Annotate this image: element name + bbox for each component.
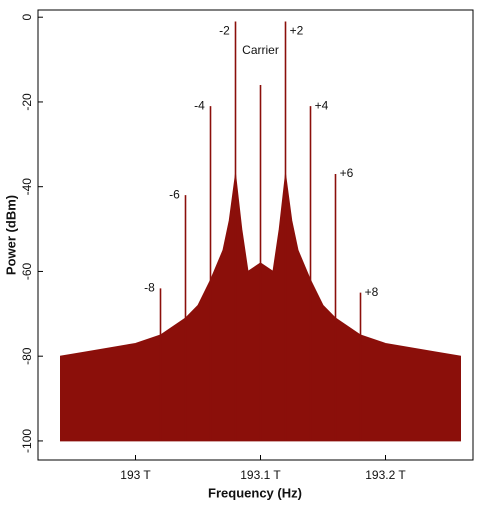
line-label: -4 [194, 98, 205, 112]
line-label: +8 [365, 285, 379, 299]
x-tick-label: 193 T [120, 468, 151, 482]
x-tick-label: 193.1 T [240, 468, 281, 482]
line-label: +6 [340, 166, 354, 180]
y-axis-title: Power (dBm) [3, 195, 18, 275]
y-tick-label: -20 [20, 93, 34, 111]
line-label: +2 [290, 24, 304, 38]
x-tick-label: 193.2 T [365, 468, 406, 482]
line-label: -8 [144, 281, 155, 295]
y-tick-label: -100 [20, 429, 34, 453]
line-label: +4 [315, 98, 329, 112]
line-label: Carrier [242, 43, 279, 57]
y-tick-label: 0 [20, 14, 34, 21]
y-tick-label: -60 [20, 262, 34, 280]
line-label: -6 [169, 187, 180, 201]
line-label: -2 [219, 24, 230, 38]
y-tick-label: -80 [20, 347, 34, 365]
y-tick-label: -40 [20, 178, 34, 196]
x-axis-title: Frequency (Hz) [208, 485, 302, 500]
